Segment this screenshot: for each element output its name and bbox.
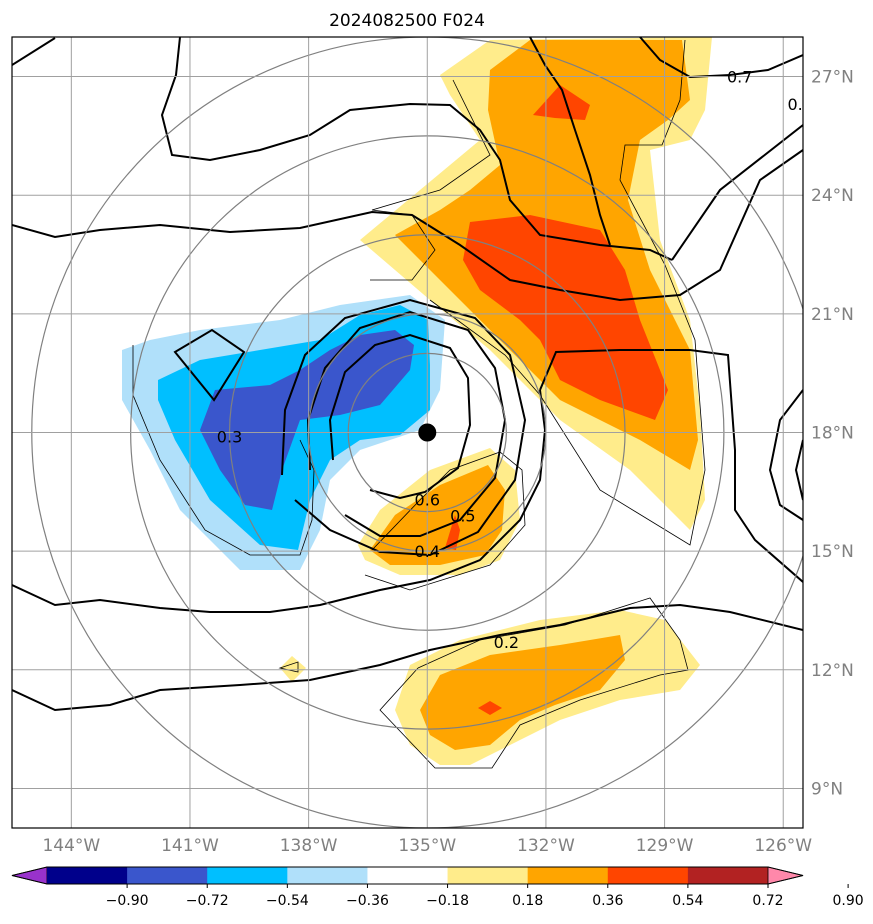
- contour-far-right-inner: [794, 439, 803, 501]
- colorbar-tick-label-8: 0.72: [752, 893, 783, 909]
- lon-tick-label-1: 141°W: [161, 836, 219, 856]
- lon-tick-label-4: 132°W: [517, 836, 575, 856]
- latitude-tick-labels: 9°N 12°N 15°N 18°N 21°N 24°N 27°N: [811, 68, 854, 800]
- colorbar-tick-label-4: −0.18: [426, 893, 469, 909]
- colorbar-tick-label-2: −0.54: [266, 893, 309, 909]
- contour-labels: 0.7 0. 0.3 0.6 0.5 0.4 0.2: [217, 68, 803, 653]
- lat-tick-label-0: 9°N: [811, 779, 843, 799]
- colorbar-segment-3: [207, 867, 288, 884]
- storm-center-marker: [418, 423, 437, 442]
- fill-northeast-band-red: [463, 215, 668, 420]
- zero-contour-west: [132, 345, 315, 556]
- contour-upper-band: [12, 149, 803, 302]
- colorbar-outline: [11, 866, 804, 885]
- contour-07-north: [160, 37, 803, 261]
- fill-south-positive-red: [445, 515, 460, 550]
- fill-west-negative-blue: [200, 330, 414, 510]
- contour-label-6: 0.2: [494, 633, 519, 652]
- colorbar-tick-label-3: −0.36: [346, 893, 389, 909]
- contour-right-band: [671, 124, 803, 261]
- colorbar-segment-1: [47, 867, 128, 884]
- longitude-tick-labels: 144°W 141°W 138°W 135°W 132°W 129°W 126°W: [42, 836, 812, 856]
- lon-tick-label-0: 144°W: [42, 836, 100, 856]
- colorbar-extend-high: [767, 866, 804, 885]
- map-layers: 0.7 0. 0.3 0.6 0.5 0.4 0.2: [12, 37, 803, 828]
- contour-top-mid: [529, 37, 611, 246]
- contour-label-4: 0.5: [450, 507, 475, 526]
- colorbar-segment-6: [447, 867, 529, 884]
- colorbar-extend-low: [11, 866, 48, 885]
- fill-northeast-band-red-north: [533, 85, 590, 120]
- colorbar-tick-label-0: −0.90: [106, 893, 149, 909]
- zero-contours: [132, 39, 706, 769]
- contour-label-3: 0.6: [415, 491, 440, 510]
- contour-east-side: [12, 389, 547, 613]
- colorbar: −0.90 −0.72 −0.54 −0.36 −0.18 0.18 0.36 0.54 0.7…: [11, 866, 864, 909]
- fill-southeast-positive-orange: [420, 635, 625, 750]
- contours: [12, 37, 803, 712]
- contour-far-right-loop: [768, 389, 803, 521]
- colorbar-segment-2: [127, 867, 208, 884]
- lon-tick-label-5: 129°W: [636, 836, 694, 856]
- fill-southeast-positive-red: [478, 701, 502, 715]
- contour-inner-ring-1: [328, 333, 472, 500]
- contour-inner-ring-2: [306, 310, 507, 537]
- colorbar-segment-4: [287, 867, 368, 884]
- map-frame: [11, 36, 804, 829]
- colorbar-segment-5: [367, 867, 449, 884]
- zero-contour-south: [364, 451, 526, 591]
- colorbar-tick-label-5: 0.18: [512, 893, 543, 909]
- colorbar-segment-7: [527, 867, 609, 884]
- colorbar-tick-label-1: −0.72: [186, 893, 229, 909]
- lat-tick-label-5: 24°N: [811, 186, 854, 206]
- lat-tick-label-1: 12°N: [811, 661, 854, 681]
- colorbar-tick-label-6: 0.36: [592, 893, 623, 909]
- colorbar-segment-8: [607, 867, 689, 884]
- lat-tick-label-4: 21°N: [811, 305, 854, 325]
- contour-inner-ring-3: [281, 298, 527, 557]
- contour-label-1: 0.: [787, 95, 802, 114]
- lon-tick-label-2: 138°W: [280, 836, 338, 856]
- lat-tick-label-6: 27°N: [811, 68, 854, 88]
- chart-title: 2024082500 F024: [329, 11, 485, 31]
- colorbar-segment-9: [687, 867, 769, 884]
- contour-east-box: [539, 349, 803, 583]
- colorbar-tick-label-9: 0.90: [833, 893, 864, 909]
- contour-label-2: 0.3: [217, 427, 242, 446]
- fill-south-positive-orange: [370, 465, 505, 565]
- contour-03-loop: [173, 328, 246, 402]
- contour-label-0: 0.7: [727, 68, 752, 87]
- zero-contour-southeast: [379, 597, 689, 769]
- fill-small-positive-blob: [280, 656, 306, 682]
- lon-tick-label-6: 126°W: [754, 836, 812, 856]
- colorbar-tick-label-7: 0.54: [672, 893, 703, 909]
- filled-contours: [122, 37, 712, 765]
- contour-label-5: 0.4: [415, 542, 440, 561]
- lon-tick-label-3: 135°W: [398, 836, 456, 856]
- lat-tick-label-3: 18°N: [811, 424, 854, 444]
- contour-top-left: [12, 37, 56, 66]
- lat-tick-label-2: 15°N: [811, 542, 854, 562]
- contour-02-band: [12, 603, 803, 712]
